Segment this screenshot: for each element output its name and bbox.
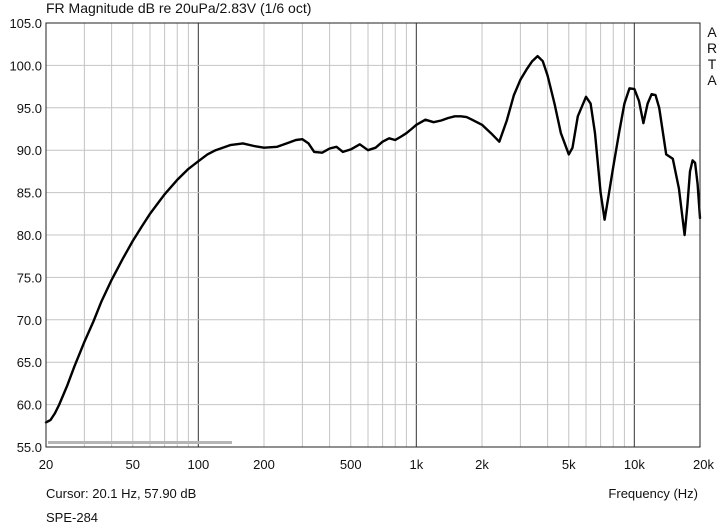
- y-tick-label: 100.0: [9, 58, 42, 73]
- brand-letter: A: [707, 72, 717, 88]
- cursor-readout: Cursor: 20.1 Hz, 57.90 dB: [46, 486, 197, 501]
- y-tick-label: 90.0: [17, 143, 42, 158]
- frequency-response-line: [44, 54, 702, 424]
- brand-letter: R: [706, 40, 718, 56]
- x-tick-label: 1k: [410, 457, 424, 472]
- x-tick-label: 5k: [562, 457, 576, 472]
- brand-letter: A: [707, 24, 717, 40]
- y-tick-label: 60.0: [17, 398, 42, 413]
- x-tick-label: 2k: [475, 457, 489, 472]
- x-tick-label: 20: [39, 457, 53, 472]
- x-tick-label: 20k: [693, 457, 714, 472]
- y-tick-label: 75.0: [17, 270, 42, 285]
- arta-brand-label: A R T A: [705, 24, 719, 88]
- y-tick-label: 65.0: [17, 355, 42, 370]
- y-tick-label: 55.0: [17, 440, 42, 455]
- y-tick-label: 105.0: [9, 16, 42, 31]
- y-tick-label: 95.0: [17, 101, 42, 116]
- brand-letter: T: [707, 56, 717, 72]
- model-label: SPE-284: [46, 510, 99, 525]
- x-tick-labels: 20 50 100 200 500 1k 2k 5k 10k 20k: [39, 457, 715, 472]
- x-tick-label: 50: [126, 457, 140, 472]
- x-axis-label: Frequency (Hz): [608, 486, 698, 501]
- x-tick-label: 100: [188, 457, 210, 472]
- x-tick-label: 500: [340, 457, 362, 472]
- cursor-scroll-bar[interactable]: [48, 441, 232, 444]
- y-tick-labels: 105.0 100.0 95.0 90.0 85.0 80.0 75.0 70.0 65.0 60…: [9, 16, 42, 455]
- x-tick-label: 10k: [624, 457, 645, 472]
- y-tick-label: 70.0: [17, 313, 42, 328]
- plot-border: [45, 22, 701, 448]
- y-tick-label: 80.0: [17, 228, 42, 243]
- x-tick-label: 200: [253, 457, 275, 472]
- chart-title: FR Magnitude dB re 20uPa/2.83V (1/6 oct): [46, 0, 312, 16]
- y-tick-label: 85.0: [17, 186, 42, 201]
